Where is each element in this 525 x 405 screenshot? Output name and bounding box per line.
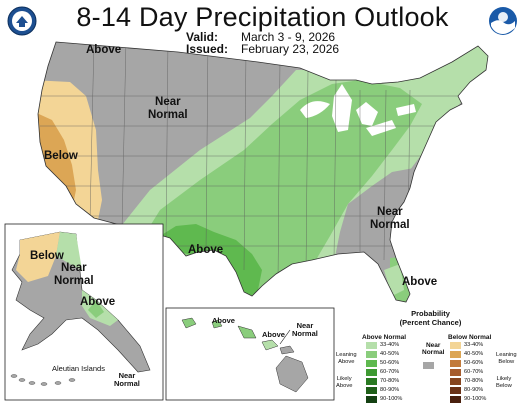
label-hi-near-normal: Near Normal [292,321,318,338]
legend-header-line2: (Percent Chance) [399,317,462,327]
legend-near-normal-title: Near Normal [422,342,445,356]
legend-above-swatch-6 [366,396,377,403]
label-aleutian-near-normal: Near Normal [114,371,140,388]
legend-above-range-label-3: 60-70% [380,368,400,375]
label-above-nw: Above [86,44,122,56]
legend-above-swatch-2 [366,360,377,367]
issued-label: Issued: [186,42,229,56]
valid-value: March 3 - 9, 2026 [241,30,336,44]
legend-above-range-label-0: 33-40% [380,341,400,348]
label-below-ca: Below [44,150,78,162]
legend-above-range-label-2: 50-60% [380,359,400,366]
legend-header-line1: Probability [411,309,450,318]
legend-below-range-label-0: 33-40% [464,341,484,348]
issued-date: Issued: February 23, 2026 [186,42,339,56]
legend-leaning-below: Leaning Below [496,352,517,365]
legend-below-swatch-6 [450,396,461,403]
label-near-normal-se: Near Normal [370,206,410,231]
legend-below-swatch-4 [450,378,461,385]
legend-below-range-label-1: 40-50% [464,350,484,357]
legend-above-title: Above Normal [362,334,407,341]
legend-below-title: Below Normal [448,334,492,341]
legend-above-range-label-6: 90-100% [380,395,403,402]
label-hi-above-1: Above [212,316,235,325]
legend-above-swatch-3 [366,369,377,376]
legend-below-swatch-2 [450,360,461,367]
noaa-logo-icon [489,7,517,35]
legend-near-normal-swatch [423,362,434,369]
legend-above-swatch-1 [366,351,377,358]
label-ak-above: Above [80,296,116,308]
label-aleutian: Aleutian Islands [52,364,105,373]
label-near-normal-west: Near Normal [148,96,188,121]
label-ak-near-normal: Near Normal [54,262,94,287]
legend-below-range-label-2: 50-60% [464,359,484,366]
legend-above-swatch-0 [366,342,377,349]
label-above-fl: Above [402,276,438,288]
label-above-south: Above [188,244,224,256]
legend-above-range-label-4: 70-80% [380,377,400,384]
valid-period: Valid: March 3 - 9, 2026 [186,30,335,44]
legend-below-range-label-5: 80-90% [464,386,484,393]
map-title: 8-14 Day Precipitation Outlook [76,2,449,32]
legend-likely-below: Likely Below [496,376,512,389]
probability-legend: Probability (Percent Chance) Above Norma… [336,309,525,405]
legend-above-range-label-5: 80-90% [380,386,400,393]
legend-header: Probability (Percent Chance) [336,309,525,327]
legend-above-swatch-5 [366,387,377,394]
legend-below-swatch-3 [450,369,461,376]
legend-below-swatch-5 [450,387,461,394]
label-hi-above-2: Above [262,330,285,339]
legend-below-range-label-3: 60-70% [464,368,484,375]
valid-label: Valid: [186,30,219,44]
legend-below-swatch-1 [450,351,461,358]
label-ak-below: Below [30,250,64,262]
issued-value: February 23, 2026 [241,42,340,56]
legend-below-range-label-4: 70-80% [464,377,484,384]
legend-likely-above: Likely Above [336,376,353,389]
legend-above-range-label-1: 40-50% [380,350,400,357]
legend-below-range-label-6: 90-100% [464,395,487,402]
legend-below-swatch-0 [450,342,461,349]
doc-seal-icon [7,6,37,36]
legend-leaning-above: Leaning Above [336,352,357,365]
legend-above-swatch-4 [366,378,377,385]
